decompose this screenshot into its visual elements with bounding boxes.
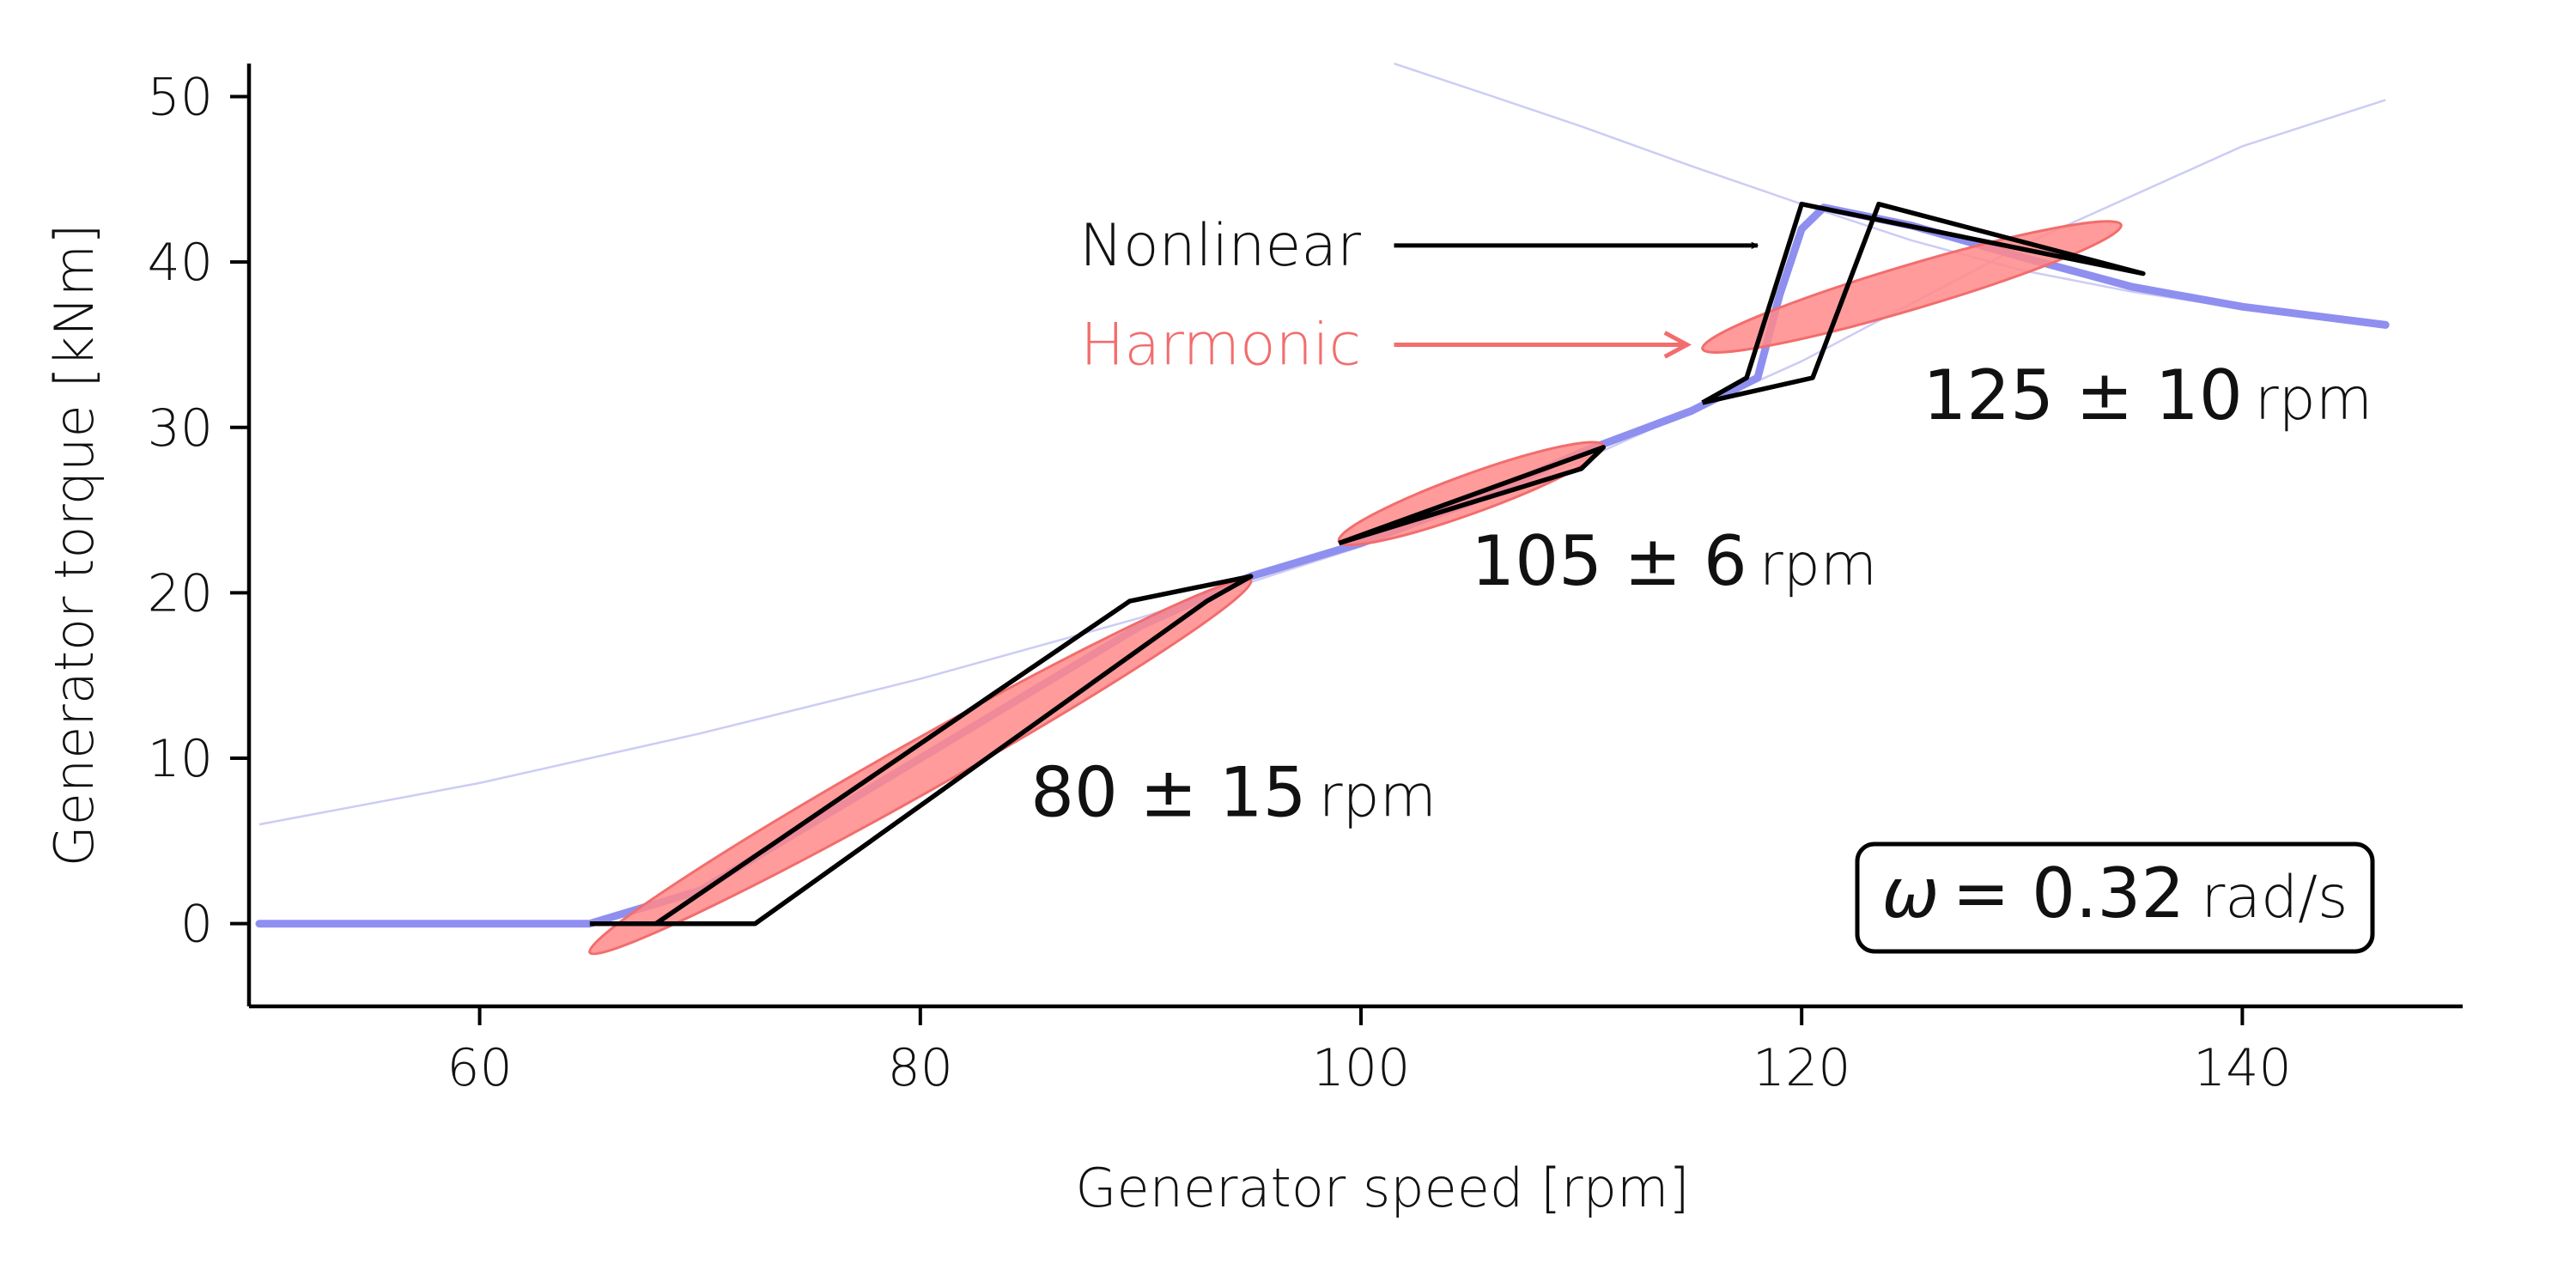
annotation-1: 80 ± 15 rpm: [1030, 752, 1437, 832]
legend-annotations: Nonlinear Harmonic: [1079, 212, 1758, 379]
nonlinear-loop-2: [1338, 445, 1607, 546]
series-envelope-increasing: [258, 99, 2386, 826]
x-tick-label: 80: [888, 1038, 953, 1098]
x-axis-ticks: 60 80 100 120 140: [447, 1006, 2292, 1098]
x-axis-label: Generator speed [rpm]: [1075, 1157, 1689, 1219]
y-tick-label: 20: [148, 563, 213, 623]
x-tick-label: 60: [447, 1038, 512, 1098]
frequency-unit: rad/s: [2201, 864, 2348, 932]
annotation-unit: rpm: [2255, 366, 2372, 434]
nonlinear-loops: [589, 201, 2146, 927]
frequency-value: = 0.32: [1953, 854, 2185, 933]
y-tick-label: 40: [148, 233, 213, 293]
annotation-value: 125 ± 10: [1923, 355, 2242, 435]
frequency-box-text: ω = 0.32 rad/s: [1882, 854, 2348, 933]
harmonic-ellipse-3: [1701, 220, 2123, 354]
y-axis-ticks: 0 10 20 30 40 50: [148, 68, 249, 955]
annotation-unit: rpm: [1759, 532, 1877, 599]
y-axis-label: Generator torque [kNm]: [43, 224, 106, 867]
legend-nonlinear-label: Nonlinear: [1079, 212, 1361, 280]
x-tick-label: 120: [1753, 1038, 1851, 1098]
annotation-value: 80 ± 15: [1030, 752, 1306, 832]
plot-area: [255, 62, 2390, 956]
x-tick-label: 100: [1312, 1038, 1411, 1098]
annotation-2: 105 ± 6 rpm: [1471, 521, 1877, 601]
annotation-3: 125 ± 10 rpm: [1923, 355, 2372, 435]
annotation-value: 105 ± 6: [1471, 521, 1747, 601]
axes: [246, 64, 2463, 1009]
annotation-unit: rpm: [1319, 762, 1437, 830]
y-tick-label: 0: [180, 895, 213, 955]
x-tick-label: 140: [2193, 1038, 2292, 1098]
y-tick-label: 10: [148, 729, 213, 789]
nonlinear-loop-1: [589, 574, 1254, 927]
envelope-curves: [258, 62, 2386, 826]
legend-harmonic-label: Harmonic: [1080, 311, 1361, 379]
y-tick-label: 30: [148, 398, 213, 459]
nonlinear-loop-3: [1701, 201, 2146, 405]
frequency-box-frame: [1855, 841, 2375, 954]
y-tick-label: 50: [148, 68, 213, 128]
legend-harmonic-arrowhead: [1663, 331, 1692, 359]
frequency-symbol: ω: [1882, 854, 1940, 933]
harmonic-ellipse-1: [588, 577, 1253, 956]
frequency-box: ω = 0.32 rad/s: [1855, 841, 2375, 954]
